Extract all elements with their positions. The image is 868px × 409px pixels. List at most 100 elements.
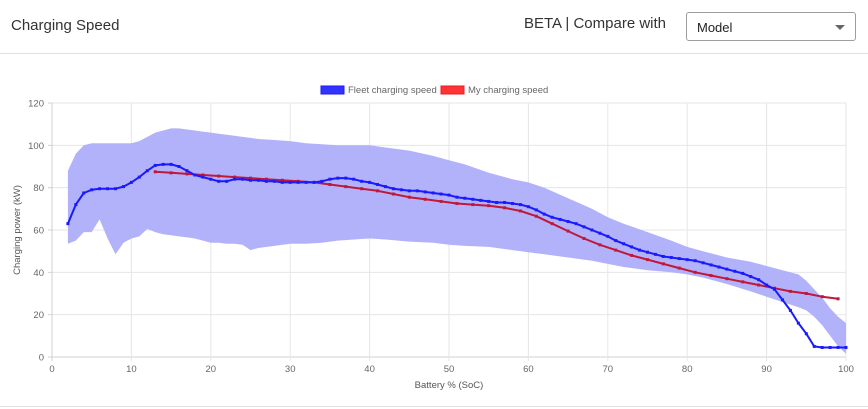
fleet-speed-point[interactable] [161, 162, 165, 166]
fleet-speed-point[interactable] [121, 185, 125, 189]
fleet-speed-point[interactable] [217, 179, 221, 183]
my-speed-point[interactable] [169, 171, 173, 175]
fleet-speed-point[interactable] [796, 321, 800, 325]
fleet-speed-point[interactable] [693, 259, 697, 263]
fleet-speed-point[interactable] [590, 228, 594, 232]
fleet-speed-point[interactable] [241, 177, 245, 181]
my-speed-point[interactable] [788, 289, 792, 293]
fleet-speed-point[interactable] [653, 252, 657, 256]
my-speed-point[interactable] [836, 297, 840, 301]
fleet-speed-point[interactable] [272, 179, 276, 183]
legend-label-mine[interactable]: My charging speed [468, 85, 548, 96]
fleet-speed-point[interactable] [614, 239, 618, 243]
my-speed-point[interactable] [280, 178, 284, 182]
my-speed-point[interactable] [614, 248, 618, 252]
my-speed-point[interactable] [391, 192, 395, 196]
my-speed-point[interactable] [233, 175, 237, 179]
fleet-speed-point[interactable] [344, 176, 348, 180]
my-speed-point[interactable] [804, 292, 808, 295]
fleet-speed-point[interactable] [622, 242, 626, 246]
fleet-speed-point[interactable] [209, 177, 213, 181]
fleet-speed-point[interactable] [836, 345, 840, 349]
my-speed-point[interactable] [820, 295, 824, 299]
fleet-speed-point[interactable] [296, 180, 300, 184]
my-speed-point[interactable] [693, 270, 697, 274]
fleet-speed-point[interactable] [463, 196, 467, 200]
fleet-speed-point[interactable] [558, 217, 562, 221]
my-speed-point[interactable] [550, 222, 554, 226]
fleet-speed-point[interactable] [765, 283, 769, 287]
my-speed-point[interactable] [344, 185, 348, 189]
fleet-speed-point[interactable] [391, 187, 395, 191]
my-speed-point[interactable] [677, 266, 681, 270]
legend-swatch-mine[interactable] [440, 85, 465, 95]
fleet-speed-point[interactable] [741, 271, 745, 275]
fleet-speed-point[interactable] [598, 231, 602, 235]
fleet-speed-point[interactable] [788, 308, 792, 312]
fleet-speed-point[interactable] [550, 215, 554, 219]
my-speed-point[interactable] [741, 280, 745, 284]
fleet-speed-point[interactable] [566, 220, 570, 224]
my-speed-point[interactable] [646, 258, 649, 262]
my-speed-point[interactable] [217, 174, 221, 178]
fleet-speed-point[interactable] [320, 179, 324, 183]
fleet-speed-point[interactable] [288, 180, 292, 184]
fleet-speed-point[interactable] [201, 175, 205, 179]
fleet-speed-point[interactable] [542, 212, 546, 216]
legend-swatch-fleet[interactable] [320, 85, 345, 95]
fleet-speed-point[interactable] [701, 261, 705, 265]
my-speed-point[interactable] [757, 283, 761, 287]
fleet-speed-point[interactable] [773, 287, 777, 291]
fleet-speed-point[interactable] [249, 178, 252, 182]
fleet-speed-point[interactable] [582, 225, 586, 229]
my-speed-point[interactable] [439, 199, 443, 203]
fleet-speed-point[interactable] [90, 188, 94, 192]
fleet-speed-point[interactable] [638, 248, 642, 252]
my-speed-point[interactable] [471, 203, 475, 207]
fleet-speed-point[interactable] [749, 275, 753, 279]
fleet-speed-point[interactable] [717, 265, 721, 269]
fleet-speed-point[interactable] [725, 267, 729, 271]
my-speed-point[interactable] [661, 262, 665, 266]
my-speed-point[interactable] [487, 204, 491, 208]
my-speed-point[interactable] [598, 243, 602, 247]
fleet-speed-point[interactable] [145, 169, 149, 173]
fleet-speed-point[interactable] [431, 191, 435, 195]
fleet-speed-point[interactable] [177, 165, 181, 168]
my-speed-point[interactable] [328, 182, 332, 186]
fleet-speed-point[interactable] [193, 173, 197, 177]
fleet-speed-point[interactable] [503, 200, 507, 204]
my-speed-point[interactable] [566, 229, 570, 233]
fleet-speed-point[interactable] [606, 234, 610, 238]
fleet-speed-point[interactable] [376, 182, 380, 186]
fleet-speed-point[interactable] [129, 180, 133, 184]
fleet-speed-point[interactable] [447, 193, 451, 197]
fleet-speed-point[interactable] [328, 177, 332, 181]
my-speed-point[interactable] [709, 274, 713, 278]
fleet-speed-point[interactable] [74, 203, 78, 207]
my-speed-point[interactable] [201, 173, 205, 177]
fleet-speed-point[interactable] [471, 197, 475, 201]
fleet-speed-point[interactable] [169, 162, 173, 166]
fleet-speed-point[interactable] [399, 188, 403, 192]
my-speed-point[interactable] [630, 253, 634, 257]
fleet-speed-point[interactable] [368, 180, 372, 184]
fleet-speed-point[interactable] [280, 180, 284, 184]
fleet-speed-point[interactable] [526, 205, 530, 209]
fleet-speed-point[interactable] [312, 180, 316, 184]
my-speed-point[interactable] [534, 214, 538, 218]
fleet-speed-point[interactable] [423, 190, 427, 194]
my-speed-point[interactable] [518, 209, 522, 213]
my-speed-point[interactable] [423, 197, 427, 201]
my-speed-point[interactable] [249, 176, 252, 180]
fleet-speed-point[interactable] [534, 208, 538, 212]
my-speed-point[interactable] [185, 172, 189, 176]
fleet-speed-point[interactable] [383, 185, 387, 189]
fleet-speed-point[interactable] [106, 187, 110, 191]
fleet-speed-point[interactable] [264, 179, 268, 183]
fleet-speed-point[interactable] [439, 192, 443, 196]
my-speed-point[interactable] [407, 195, 411, 199]
my-speed-point[interactable] [153, 170, 157, 174]
fleet-speed-point[interactable] [820, 345, 824, 349]
fleet-speed-point[interactable] [780, 298, 784, 302]
